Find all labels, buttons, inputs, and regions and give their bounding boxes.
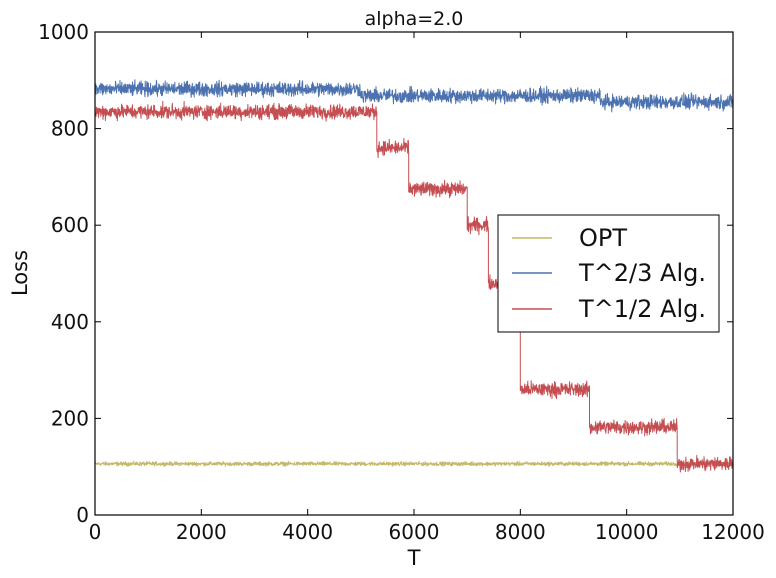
x-tick-label: 0 [89, 520, 102, 544]
x-tick-label: 4000 [282, 520, 333, 544]
legend-label-t23: T^2/3 Alg. [578, 259, 706, 287]
x-tick-label: 10000 [595, 520, 659, 544]
legend-label-t12: T^1/2 Alg. [578, 295, 706, 323]
x-axis-label: T [407, 546, 421, 570]
x-tick-label: 6000 [389, 520, 440, 544]
y-tick-label: 0 [76, 503, 89, 527]
x-tick-label: 2000 [176, 520, 227, 544]
chart-title: alpha=2.0 [365, 8, 464, 30]
y-tick-label: 200 [51, 406, 89, 430]
series-layer [94, 79, 734, 473]
legend-label-opt: OPT [579, 224, 627, 252]
legend: OPT T^2/3 Alg. T^1/2 Alg. [497, 214, 720, 333]
y-tick-label: 400 [51, 310, 89, 334]
y-tick-label: 1000 [38, 20, 89, 44]
series-line-0 [94, 460, 734, 467]
y-tick-label: 800 [51, 117, 89, 141]
x-axis: 0 2000 4000 6000 8000 10000 12000 [89, 32, 765, 544]
x-tick-label: 12000 [701, 520, 765, 544]
series-line-1 [94, 79, 734, 113]
series-line-2 [94, 100, 734, 473]
y-axis: 0 200 400 600 800 1000 [38, 20, 733, 527]
y-tick-label: 600 [51, 213, 89, 237]
x-tick-label: 8000 [495, 520, 546, 544]
y-axis-label: Loss [8, 250, 32, 296]
